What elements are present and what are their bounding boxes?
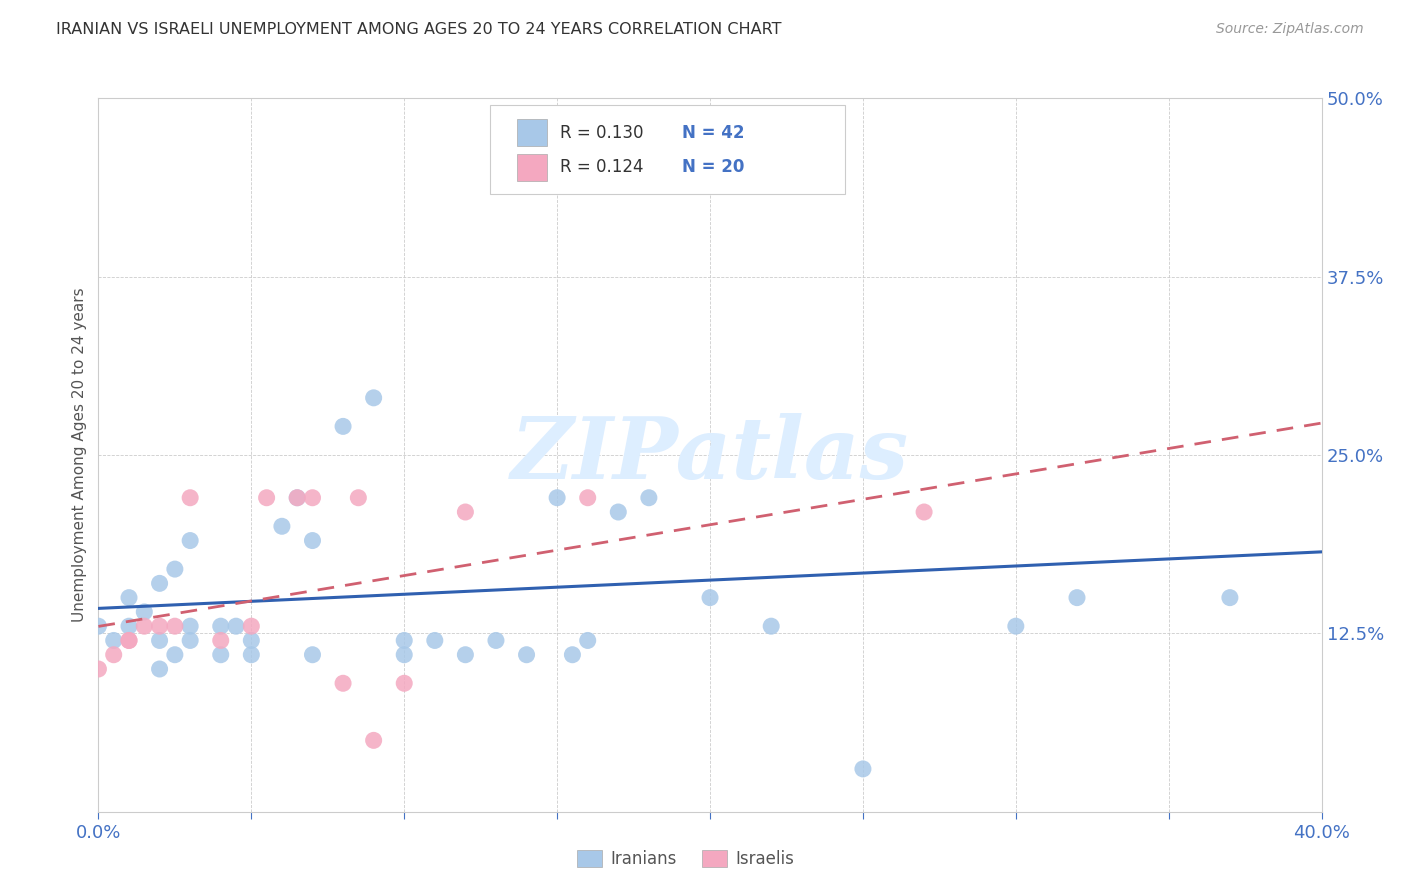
- Point: [118, 591, 141, 605]
- Text: IRANIAN VS ISRAELI UNEMPLOYMENT AMONG AGES 20 TO 24 YEARS CORRELATION CHART: IRANIAN VS ISRAELI UNEMPLOYMENT AMONG AG…: [56, 22, 782, 37]
- Point: [637, 491, 661, 505]
- Point: [270, 519, 292, 533]
- Point: [134, 619, 156, 633]
- Point: [179, 491, 201, 505]
- Point: [225, 619, 247, 633]
- Point: [285, 491, 308, 505]
- Point: [301, 648, 323, 662]
- Point: [240, 619, 263, 633]
- Point: [149, 619, 172, 633]
- Point: [852, 762, 875, 776]
- Point: [607, 505, 630, 519]
- Point: [87, 619, 110, 633]
- Point: [546, 491, 568, 505]
- Text: R = 0.124: R = 0.124: [560, 158, 643, 176]
- Point: [516, 648, 538, 662]
- Point: [149, 576, 172, 591]
- Point: [759, 619, 782, 633]
- Point: [332, 676, 354, 690]
- Point: [240, 633, 263, 648]
- Point: [163, 562, 186, 576]
- Point: [301, 491, 323, 505]
- Point: [790, 162, 813, 177]
- Point: [209, 619, 232, 633]
- Point: [179, 633, 201, 648]
- Point: [163, 619, 186, 633]
- Point: [209, 633, 232, 648]
- Point: [392, 648, 416, 662]
- Text: N = 42: N = 42: [682, 124, 744, 142]
- Legend: Iranians, Israelis: Iranians, Israelis: [571, 843, 800, 875]
- Point: [179, 533, 201, 548]
- Point: [392, 633, 416, 648]
- Point: [1219, 591, 1241, 605]
- Point: [118, 633, 141, 648]
- Point: [347, 491, 370, 505]
- Point: [699, 591, 721, 605]
- FancyBboxPatch shape: [517, 119, 547, 146]
- Y-axis label: Unemployment Among Ages 20 to 24 years: Unemployment Among Ages 20 to 24 years: [72, 287, 87, 623]
- Point: [561, 648, 583, 662]
- Point: [149, 633, 172, 648]
- Point: [118, 633, 141, 648]
- Point: [576, 633, 599, 648]
- Point: [179, 619, 201, 633]
- FancyBboxPatch shape: [489, 105, 845, 194]
- Text: N = 20: N = 20: [682, 158, 744, 176]
- Point: [134, 605, 156, 619]
- Point: [103, 633, 125, 648]
- Point: [1004, 619, 1026, 633]
- FancyBboxPatch shape: [517, 154, 547, 181]
- Point: [285, 491, 308, 505]
- Point: [209, 648, 232, 662]
- Point: [363, 391, 385, 405]
- Point: [103, 648, 125, 662]
- Point: [485, 633, 508, 648]
- Point: [454, 505, 477, 519]
- Point: [256, 491, 278, 505]
- Point: [87, 662, 110, 676]
- Text: R = 0.130: R = 0.130: [560, 124, 643, 142]
- Point: [301, 533, 323, 548]
- Point: [392, 676, 416, 690]
- Point: [163, 648, 186, 662]
- Point: [118, 619, 141, 633]
- Point: [240, 648, 263, 662]
- Point: [363, 733, 385, 747]
- Point: [912, 505, 935, 519]
- Point: [454, 648, 477, 662]
- Text: Source: ZipAtlas.com: Source: ZipAtlas.com: [1216, 22, 1364, 37]
- Point: [576, 491, 599, 505]
- Text: ZIPatlas: ZIPatlas: [510, 413, 910, 497]
- Point: [1066, 591, 1088, 605]
- Point: [423, 633, 446, 648]
- Point: [332, 419, 354, 434]
- Point: [149, 662, 172, 676]
